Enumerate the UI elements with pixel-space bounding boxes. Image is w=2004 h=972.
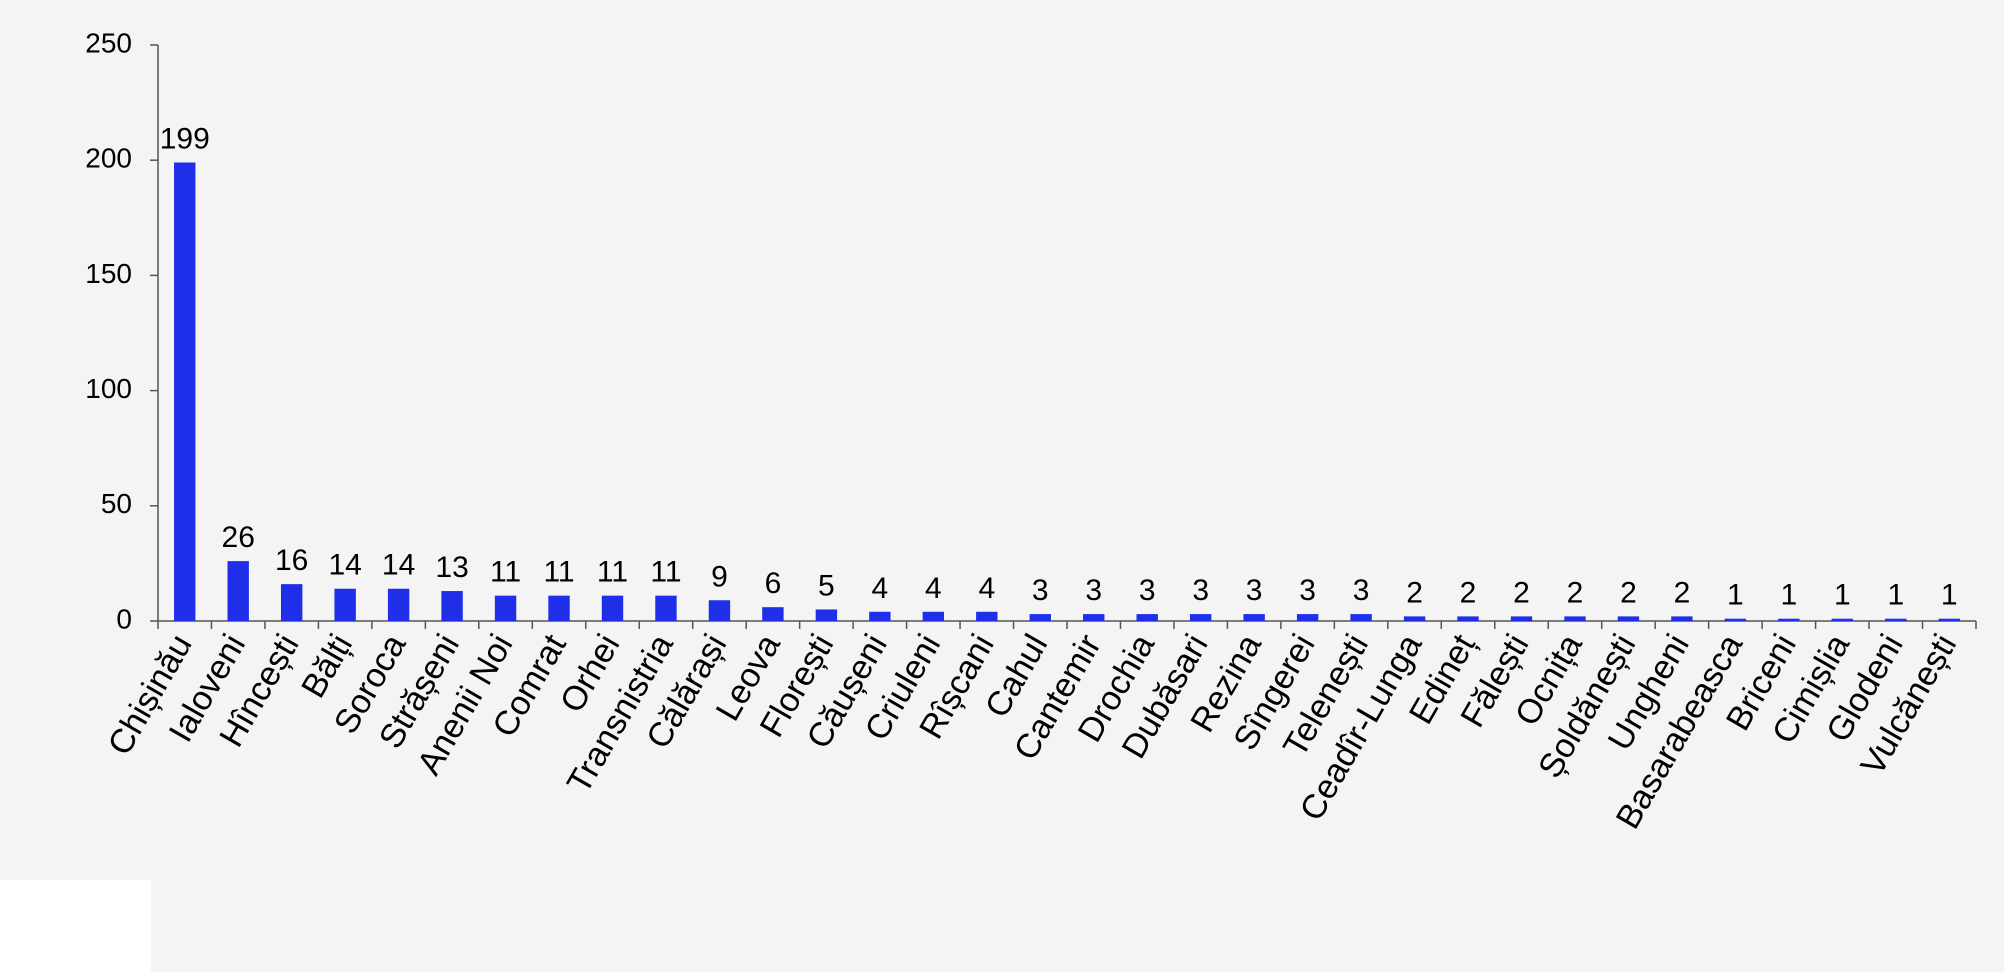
data-label: 1	[1781, 579, 1798, 612]
bar	[387, 588, 410, 621]
data-label: 6	[765, 567, 782, 600]
data-label: 9	[711, 560, 728, 593]
bar	[334, 588, 356, 621]
bar	[655, 595, 677, 621]
data-label: 2	[1620, 576, 1637, 609]
bar	[922, 611, 945, 621]
data-label: 4	[925, 572, 942, 605]
data-label: 3	[1353, 574, 1370, 607]
y-tick-label: 50	[101, 488, 132, 519]
y-tick-label: 100	[85, 373, 132, 404]
bar	[1778, 618, 1800, 621]
data-label: 3	[1139, 574, 1156, 607]
data-label: 2	[1513, 576, 1530, 609]
bar	[1083, 614, 1105, 621]
bar	[976, 611, 998, 621]
bar	[280, 584, 303, 621]
data-label: 11	[490, 556, 521, 589]
bar	[1136, 614, 1158, 621]
bar	[1671, 616, 1693, 621]
data-label: 2	[1406, 576, 1423, 609]
data-label: 1	[1834, 579, 1851, 612]
bar	[1189, 614, 1212, 621]
data-label: 13	[435, 551, 468, 584]
y-tick-label: 150	[85, 258, 132, 289]
data-label: 3	[1192, 574, 1209, 607]
bar	[1617, 616, 1640, 621]
bar	[548, 595, 570, 621]
bar	[441, 591, 463, 621]
bar	[494, 595, 517, 621]
bar	[762, 607, 784, 621]
data-label: 3	[1032, 574, 1049, 607]
bar	[1831, 618, 1854, 621]
data-label: 26	[222, 521, 255, 554]
data-label: 1	[1941, 579, 1958, 612]
data-label: 2	[1567, 576, 1584, 609]
data-label: 2	[1460, 576, 1477, 609]
bar	[1457, 616, 1479, 621]
bar	[1510, 616, 1533, 621]
data-label: 3	[1246, 574, 1263, 607]
data-label: 5	[818, 569, 835, 602]
bar	[227, 561, 249, 621]
data-label: 16	[275, 544, 308, 577]
bar	[1029, 614, 1051, 621]
bar	[1885, 618, 1907, 621]
data-label: 11	[597, 556, 628, 589]
bar	[174, 162, 196, 621]
bar	[1938, 618, 1960, 621]
data-label: 1	[1887, 579, 1904, 612]
bar	[1564, 616, 1586, 621]
data-label: 2	[1674, 576, 1691, 609]
bar	[601, 595, 624, 621]
y-tick-label: 200	[85, 143, 132, 174]
data-label: 4	[978, 572, 995, 605]
bar	[708, 600, 731, 621]
data-label: 3	[1085, 574, 1102, 607]
y-tick-label: 0	[116, 603, 132, 634]
bar	[1243, 614, 1265, 621]
data-label: 4	[872, 572, 889, 605]
y-tick-label: 250	[85, 27, 132, 58]
data-label: 199	[160, 123, 210, 156]
bar	[815, 609, 838, 621]
bar	[1296, 614, 1319, 621]
bar	[869, 611, 891, 621]
blank-patch	[0, 880, 151, 972]
data-label: 14	[382, 549, 415, 582]
bar	[1403, 616, 1426, 621]
data-label: 14	[328, 549, 361, 582]
data-label: 11	[543, 556, 574, 589]
bar	[1724, 618, 1747, 621]
data-label: 1	[1727, 579, 1744, 612]
data-label: 11	[650, 556, 681, 589]
data-label: 3	[1299, 574, 1316, 607]
bar	[1350, 614, 1372, 621]
